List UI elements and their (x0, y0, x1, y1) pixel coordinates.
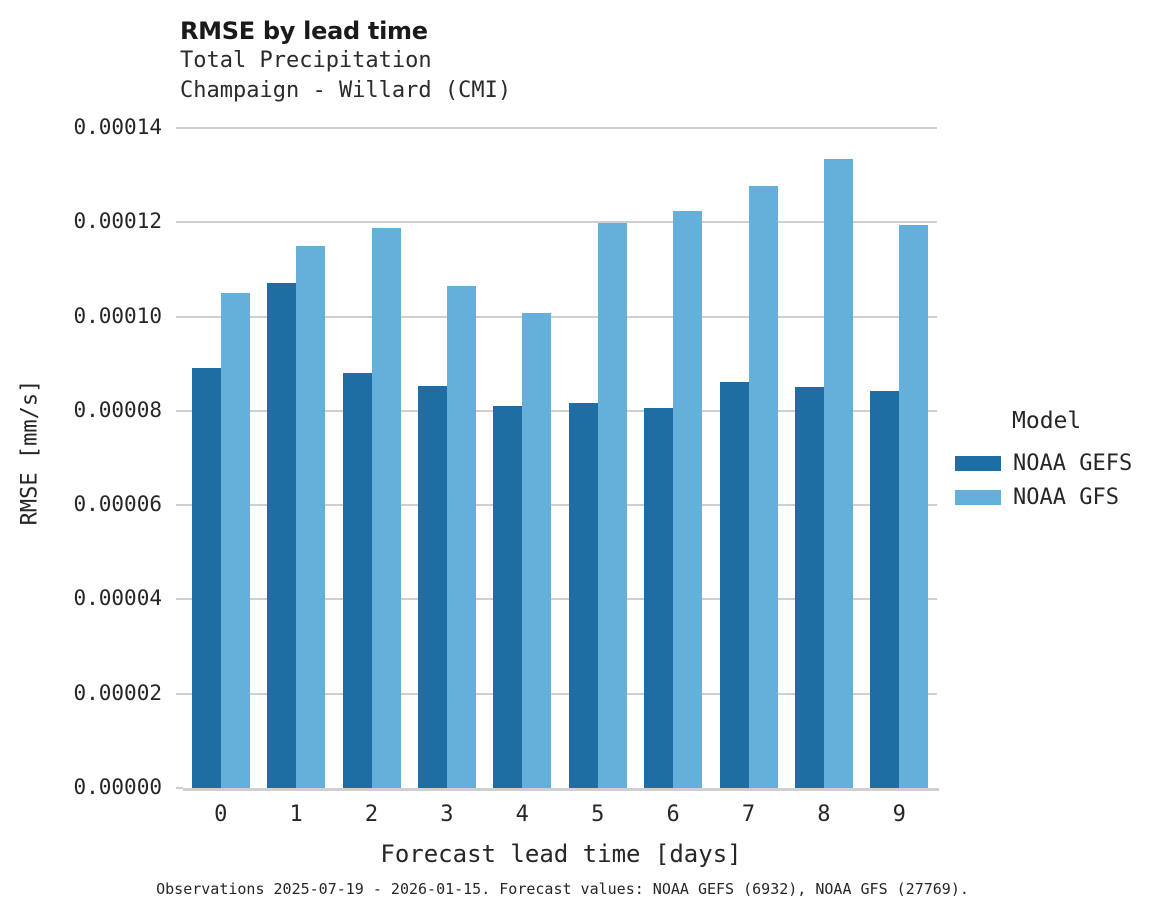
bar-noaa-gfs-lead-0 (220, 293, 250, 788)
x-tick-label: 8 (817, 802, 831, 827)
bar-noaa-gefs-lead-1 (267, 283, 297, 788)
bar-noaa-gfs-lead-2 (371, 228, 401, 788)
y-tick-mark (176, 127, 183, 129)
legend-swatch (955, 455, 1001, 471)
bar-noaa-gfs-lead-9 (899, 224, 929, 788)
bar-noaa-gefs-lead-9 (870, 391, 900, 788)
gridline (183, 409, 937, 412)
legend-entries: NOAA GEFS NOAA GFS (955, 448, 1170, 512)
bar-noaa-gefs-lead-0 (191, 367, 221, 788)
y-tick-mark (176, 692, 183, 695)
x-tick-label: 2 (364, 802, 379, 827)
page-title: RMSE by lead time (180, 17, 428, 45)
bar-noaa-gefs-lead-8 (794, 386, 824, 788)
bar-noaa-gfs-lead-4 (522, 313, 552, 788)
gridline (183, 315, 937, 318)
title-block: RMSE by lead time Total Precipitation Ch… (180, 16, 940, 106)
y-tick-label: 0.00010 (73, 303, 162, 328)
y-axis-title: RMSE [mm/s] (17, 379, 43, 526)
x-tick-label: 7 (741, 802, 756, 827)
x-tick-label: 4 (515, 802, 529, 827)
x-tick-label: 0 (214, 802, 228, 827)
bar-noaa-gefs-lead-7 (719, 381, 749, 788)
y-tick-mark (176, 409, 183, 412)
x-axis-spine (183, 788, 939, 791)
bar-noaa-gefs-lead-6 (644, 408, 674, 788)
x-tick-label: 9 (892, 802, 906, 827)
chart-subtitle-station: Champaign - Willard (CMI) (180, 78, 512, 103)
legend-swatch (955, 489, 1001, 505)
legend-label: NOAA GFS (1013, 484, 1119, 510)
bar-noaa-gefs-lead-3 (417, 385, 447, 788)
gridline (183, 221, 937, 224)
gridline (183, 127, 937, 129)
y-tick-label: 0.00002 (73, 680, 162, 705)
y-tick-mark (176, 221, 183, 224)
x-tick-label: 3 (440, 802, 454, 827)
x-tick-label: 1 (289, 802, 303, 827)
bar-noaa-gefs-lead-4 (493, 406, 523, 788)
y-tick-label: 0.00000 (73, 775, 162, 799)
legend-title: Model (1012, 408, 1082, 434)
x-tick-label: 5 (591, 802, 605, 827)
y-tick-label: 0.00004 (73, 586, 162, 611)
bar-noaa-gfs-lead-5 (597, 223, 627, 788)
bar-noaa-gfs-lead-1 (296, 245, 326, 788)
gridline (183, 504, 937, 507)
legend-item-noaa-gfs[interactable]: NOAA GFS (955, 482, 1170, 512)
y-tick-label: 0.00006 (73, 492, 162, 517)
y-tick-mark (176, 787, 183, 789)
bar-noaa-gfs-lead-7 (748, 185, 778, 788)
y-tick-mark (176, 504, 183, 507)
legend: Model NOAA GEFS NOAA GFS (955, 408, 1170, 516)
gridline (183, 598, 937, 601)
plot-area (183, 127, 937, 788)
bar-noaa-gefs-lead-2 (342, 372, 372, 788)
chart-subtitle-variable: Total Precipitation (180, 48, 432, 73)
bar-noaa-gfs-lead-6 (673, 210, 703, 788)
bar-noaa-gefs-lead-5 (568, 402, 598, 788)
x-tick-label: 6 (666, 802, 680, 827)
bar-noaa-gfs-lead-3 (446, 285, 476, 788)
y-tick-mark (176, 315, 183, 318)
legend-label: NOAA GEFS (1013, 450, 1133, 476)
y-tick-mark (176, 598, 183, 601)
y-tick-label: 0.00008 (73, 397, 162, 422)
legend-item-noaa-gefs[interactable]: NOAA GEFS (955, 448, 1170, 478)
footnote: Observations 2025-07-19 - 2026-01-15. Fo… (156, 880, 969, 898)
y-tick-label: 0.00014 (73, 115, 162, 139)
gridline (183, 692, 937, 695)
y-tick-label: 0.00012 (73, 209, 162, 234)
x-axis-title: Forecast lead time [days] (380, 840, 742, 868)
bar-noaa-gfs-lead-8 (823, 159, 853, 788)
